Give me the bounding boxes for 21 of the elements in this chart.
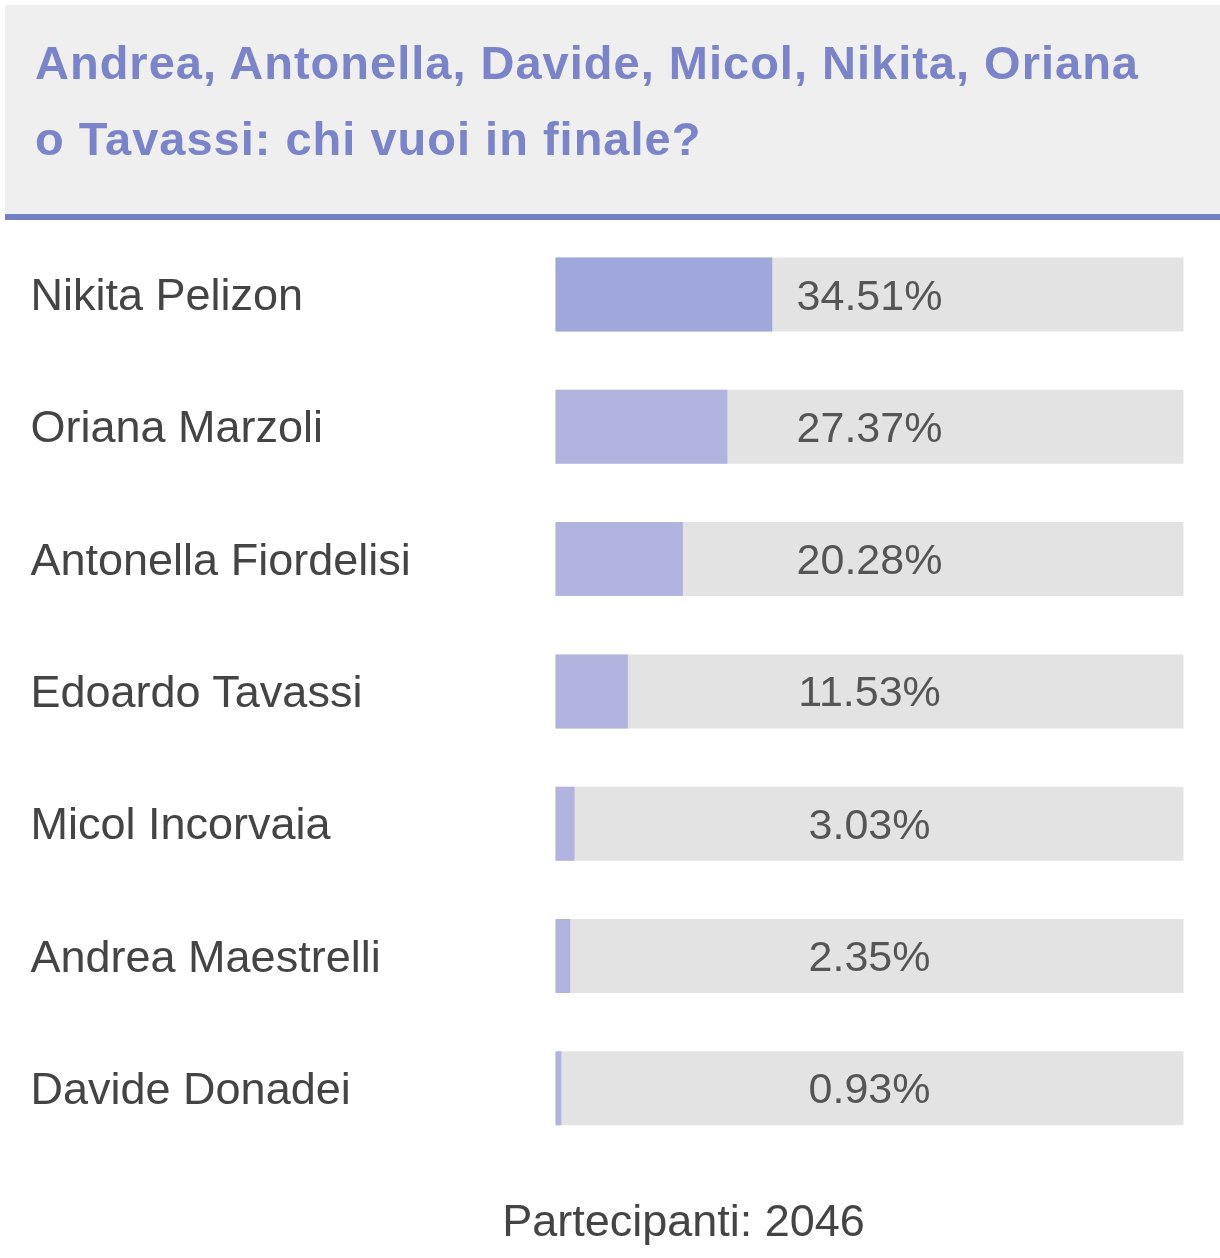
bar <box>555 654 628 729</box>
data-label: 27.37% <box>796 402 943 451</box>
bar <box>555 786 575 861</box>
text: Partecipanti: 2046 <box>502 1195 865 1246</box>
data-label: 0.93% <box>808 1064 931 1113</box>
data-label: 34.51% <box>796 270 943 319</box>
y-tick-label: Nikita Pelizon <box>30 269 304 320</box>
data-label: 20.28% <box>796 535 943 584</box>
data-label: 11.53% <box>798 667 941 716</box>
y-tick-label: Davide Donadei <box>30 1062 351 1114</box>
y-tick-label: Antonella Fiordelisi <box>30 533 411 585</box>
data-label: 2.35% <box>808 932 931 980</box>
y-tick-label: Oriana Marzoli <box>30 401 324 453</box>
bar <box>555 522 683 597</box>
data-label: 3.03% <box>808 799 931 848</box>
chart-title: Andrea, Antonella, Davide, Micol, Nikita, Oriana o Tavassi: chi vuoi in finale? <box>35 35 1140 167</box>
y-tick-label: Edoardo Tavassi <box>30 665 363 717</box>
y-tick-label: Andrea Maestrelli <box>30 930 381 982</box>
y-tick-label: Micol Incorvaia <box>30 798 332 850</box>
bar <box>555 389 728 464</box>
bar <box>555 919 571 993</box>
